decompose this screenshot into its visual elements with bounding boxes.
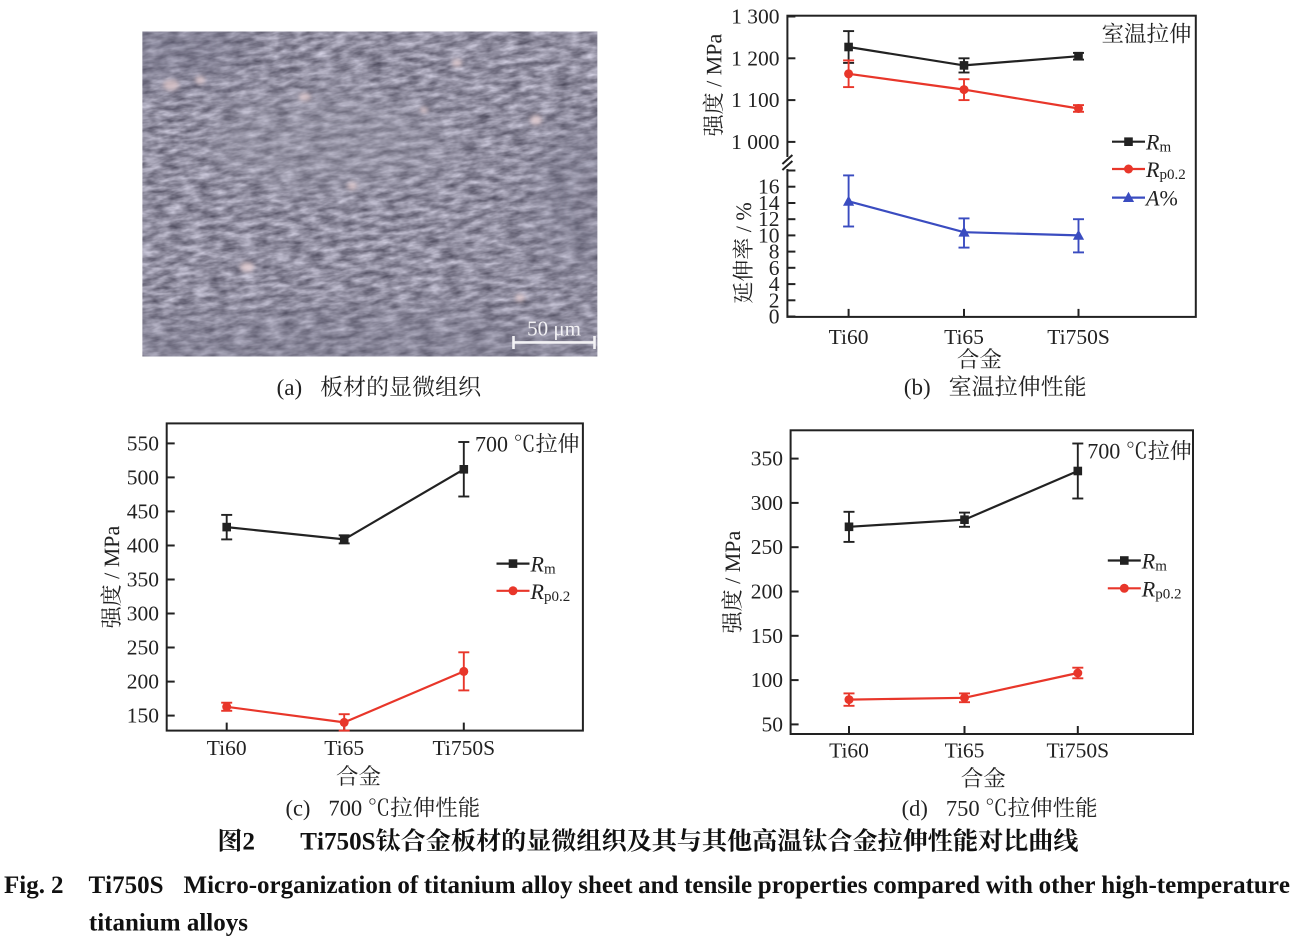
svg-text:1 200: 1 200 <box>731 46 779 70</box>
svg-text:16: 16 <box>758 175 780 199</box>
svg-text:450: 450 <box>127 499 159 523</box>
svg-text:2: 2 <box>769 288 780 312</box>
svg-text:200: 200 <box>127 670 159 694</box>
svg-text:1 000: 1 000 <box>731 130 779 154</box>
svg-text:250: 250 <box>127 636 159 660</box>
svg-text:Ti750S: Ti750S <box>1047 325 1110 349</box>
svg-text:250: 250 <box>751 535 783 559</box>
svg-text:150: 150 <box>127 704 159 728</box>
svg-text:Ti65: Ti65 <box>945 738 985 762</box>
svg-text:300: 300 <box>127 602 159 626</box>
svg-text:8: 8 <box>769 240 780 264</box>
svg-text:100: 100 <box>751 668 783 692</box>
svg-text:50: 50 <box>762 712 784 736</box>
svg-text:Rm: Rm <box>1145 129 1171 156</box>
svg-text:Ti60: Ti60 <box>829 325 869 349</box>
svg-text:Ti750S: Ti750S <box>433 736 496 760</box>
svg-text:Rp0.2: Rp0.2 <box>530 578 571 605</box>
svg-text:10: 10 <box>758 223 780 247</box>
svg-text:Ti60: Ti60 <box>207 736 247 760</box>
svg-text:150: 150 <box>751 624 783 648</box>
svg-text:1 100: 1 100 <box>731 88 779 112</box>
svg-text:50 μm: 50 μm <box>527 317 581 341</box>
svg-text:titanium alloys: titanium alloys <box>89 910 248 937</box>
svg-text:Ti65: Ti65 <box>324 736 364 760</box>
svg-text:400: 400 <box>127 533 159 557</box>
svg-text:Rp0.2: Rp0.2 <box>1141 576 1182 603</box>
svg-text:350: 350 <box>751 447 783 471</box>
svg-text:350: 350 <box>127 568 159 592</box>
svg-text:1 300: 1 300 <box>731 5 779 29</box>
svg-text:200: 200 <box>751 580 783 604</box>
svg-text:6: 6 <box>769 256 780 280</box>
svg-text:12: 12 <box>758 207 780 231</box>
svg-text:Ti750S: Ti750S <box>1047 738 1110 762</box>
svg-text:Ti60: Ti60 <box>829 738 869 762</box>
svg-text:14: 14 <box>758 191 780 215</box>
svg-text:300: 300 <box>751 491 783 515</box>
svg-text:0: 0 <box>769 305 780 329</box>
svg-text:A%: A% <box>1144 185 1178 210</box>
svg-text:500: 500 <box>127 465 159 489</box>
svg-text:Rm: Rm <box>530 551 556 578</box>
svg-text:4: 4 <box>769 272 780 296</box>
svg-text:Ti65: Ti65 <box>944 325 984 349</box>
svg-text:Rp0.2: Rp0.2 <box>1145 157 1186 184</box>
svg-text:Rm: Rm <box>1141 548 1167 575</box>
svg-text:550: 550 <box>127 431 159 455</box>
